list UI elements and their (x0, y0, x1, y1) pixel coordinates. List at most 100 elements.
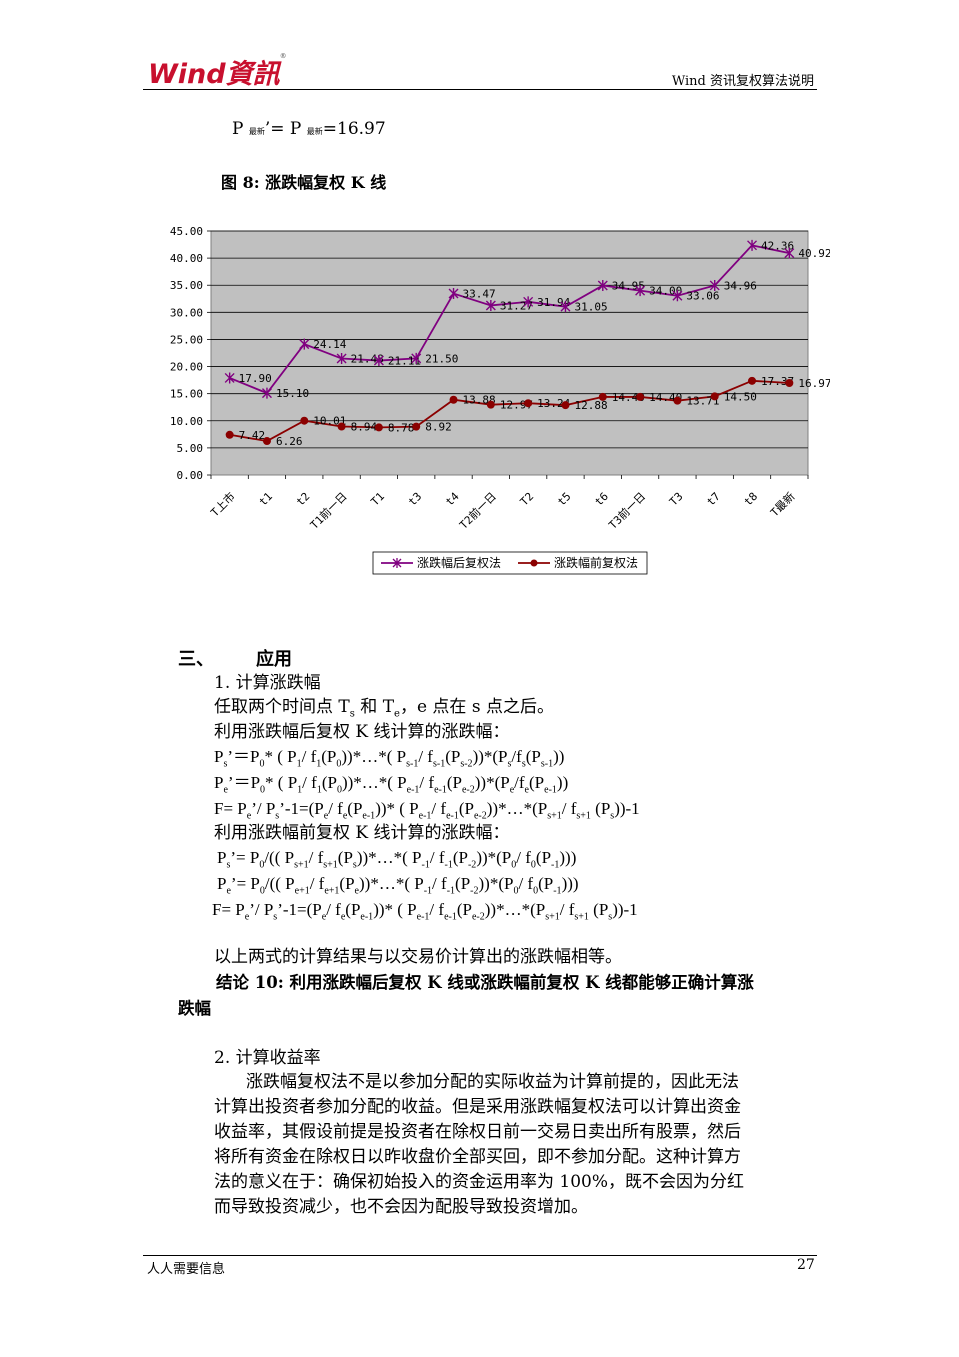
data-label: 6.26 (276, 435, 303, 448)
data-label: 34.95 (612, 279, 645, 292)
formula-ps-post: Ps’＝P0* ( P1/ f1(P0))*…*( Ps-1/ fs-1(Ps-… (214, 747, 565, 770)
y-tick-label: 45.00 (170, 225, 203, 238)
x-tick-label: t1 (257, 490, 276, 509)
data-label: 31.94 (537, 296, 570, 309)
data-point-circle (374, 423, 383, 432)
data-point-star (299, 338, 310, 350)
x-tick-label: t7 (704, 490, 723, 509)
wind-logo: Wind資訊® (148, 52, 287, 90)
data-label: 14.40 (612, 391, 645, 404)
data-label: 31.27 (500, 299, 533, 312)
data-label: 8.94 (351, 421, 378, 434)
data-point-star (485, 299, 496, 311)
x-tick-label: t8 (742, 490, 761, 509)
footer-divider (143, 1255, 817, 1256)
document-header-title: Wind 资讯复权算法说明 (671, 74, 814, 89)
data-label: 21.50 (425, 352, 458, 365)
data-point-circle (225, 430, 234, 439)
data-label: 16.97 (798, 377, 830, 390)
data-point-star (261, 387, 272, 399)
y-tick-label: 25.00 (170, 333, 203, 346)
data-point-circle (673, 396, 682, 405)
data-point-star (560, 301, 571, 313)
data-point-circle (337, 422, 346, 431)
data-point-circle (561, 401, 570, 410)
adjusted-kline-chart: 0.00 5.00 10.00 15.00 20.00 25.00 30.00 35.00 40… (170, 225, 830, 575)
x-tick-label: T上市 (208, 489, 238, 519)
data-point-star (597, 279, 608, 291)
x-tick-label: T1 (368, 490, 387, 509)
data-point-star (747, 239, 758, 251)
data-point-circle (262, 437, 271, 446)
data-label: 33.06 (686, 290, 719, 303)
data-label: 17.90 (239, 372, 272, 385)
data-label: 12.88 (574, 399, 607, 412)
x-tick-label: T最新 (767, 489, 797, 519)
data-label: 15.10 (276, 387, 309, 400)
data-point-circle (785, 378, 794, 387)
plot-area (210, 230, 809, 476)
data-point-star (709, 279, 720, 291)
legend-marker-star (392, 558, 402, 568)
data-label: 21.11 (388, 355, 421, 368)
data-label: 14.50 (724, 390, 757, 403)
formula-pe-pre: Pe’= P0/(( Pe+1/ fe+1(Pe))*…*( P-1/ f-1(… (217, 874, 579, 897)
data-label: 7.42 (239, 429, 266, 442)
data-point-circle (748, 376, 757, 385)
x-tick-label: t2 (294, 490, 313, 509)
post-adjust-intro: 利用涨跌幅后复权 K 线计算的涨跌幅： (214, 722, 510, 742)
x-tick-label: t3 (406, 490, 425, 509)
y-tick-label: 0.00 (177, 469, 204, 482)
data-point-star (672, 290, 683, 302)
data-point-star (448, 288, 459, 300)
x-tick-label: t4 (443, 490, 462, 509)
y-tick-label: 40.00 (170, 252, 203, 265)
section-heading: 三、 应用 (178, 649, 292, 670)
data-point-star (635, 285, 646, 297)
x-tick-label: T2 (518, 490, 537, 509)
data-point-circle (636, 392, 645, 401)
paragraph-line: 将所有资金在除权日以昨收盘价全部买回，即不参加分配。这种计算方 (214, 1147, 741, 1167)
data-label: 10.01 (313, 415, 346, 428)
data-label: 34.96 (724, 279, 757, 292)
paragraph-line: 而导致投资减少，也不会因为配股导致投资增加。 (214, 1197, 588, 1217)
data-point-star (784, 247, 795, 259)
subsection-2-heading: 2. 计算收益率 (214, 1048, 321, 1068)
legend-label: 涨跌幅后复权法 (417, 555, 501, 570)
data-label: 8.78 (388, 421, 415, 434)
y-tick-label: 10.00 (170, 415, 203, 428)
x-tick-label: T2前一日 (456, 489, 499, 532)
time-point-text: 任取两个时间点 Ts 和 Te，e 点在 s 点之后。 (214, 697, 554, 720)
footer-slogan: 人人需要信息 (147, 1262, 226, 1277)
data-point-circle (412, 422, 421, 431)
data-point-circle (524, 399, 533, 408)
legend-box (372, 551, 648, 575)
y-tick-label: 30.00 (170, 306, 203, 319)
data-point-circle (486, 400, 495, 409)
data-label: 21.48 (351, 353, 384, 366)
data-label: 33.47 (463, 288, 496, 301)
data-label: 34.00 (649, 285, 682, 298)
formula-f-post: F= Pe’/ Ps’-1=(Pe/ fe(Pe-1))* ( Pe-1/ fe… (214, 799, 640, 822)
return-rate-paragraph: 涨跌幅复权法不是以参加分配的实际收益为计算前提的，因此无法 计算出投资者参加分配… (214, 1070, 814, 1220)
data-label: 8.92 (425, 421, 452, 434)
x-tick-label: T3 (667, 490, 686, 509)
series-line (229, 379, 790, 442)
x-tick-label: T3前一日 (606, 489, 649, 532)
formula-f-pre: F= Pe’/ Ps’-1=(Pe/ fe(Pe-1))* ( Pe-1/ fe… (212, 900, 638, 923)
data-point-star (373, 355, 384, 367)
legend-marker-circle (530, 559, 538, 567)
data-point-circle (300, 416, 309, 425)
header-divider (143, 89, 817, 90)
figure-title: 图 8: 涨跌幅复权 K 线 (221, 173, 387, 192)
paragraph-line: 法的意义在于：确保初始投入的资金运用率为 100%，既不会因为分红 (214, 1172, 745, 1192)
formula-ps-pre: Ps’= P0/(( Ps+1/ fs+1(Ps))*…*( P-1/ f-1(… (217, 848, 577, 871)
formula-pe-post: Pe’＝P0* ( P1/ f1(P0))*…*( Pe-1/ fe-1(Pe-… (214, 773, 569, 796)
paragraph-line: 涨跌幅复权法不是以参加分配的实际收益为计算前提的，因此无法 (246, 1072, 739, 1092)
page-number: 27 (797, 1257, 815, 1273)
paragraph-line: 收益率，其假设前提是投资者在除权日前一交易日卖出所有股票，然后 (214, 1122, 741, 1142)
x-tick-label: t5 (555, 490, 574, 509)
legend-label: 涨跌幅前复权法 (554, 555, 638, 570)
data-point-circle (598, 392, 607, 401)
conclusion-10-line2: 跌幅 (178, 999, 211, 1018)
